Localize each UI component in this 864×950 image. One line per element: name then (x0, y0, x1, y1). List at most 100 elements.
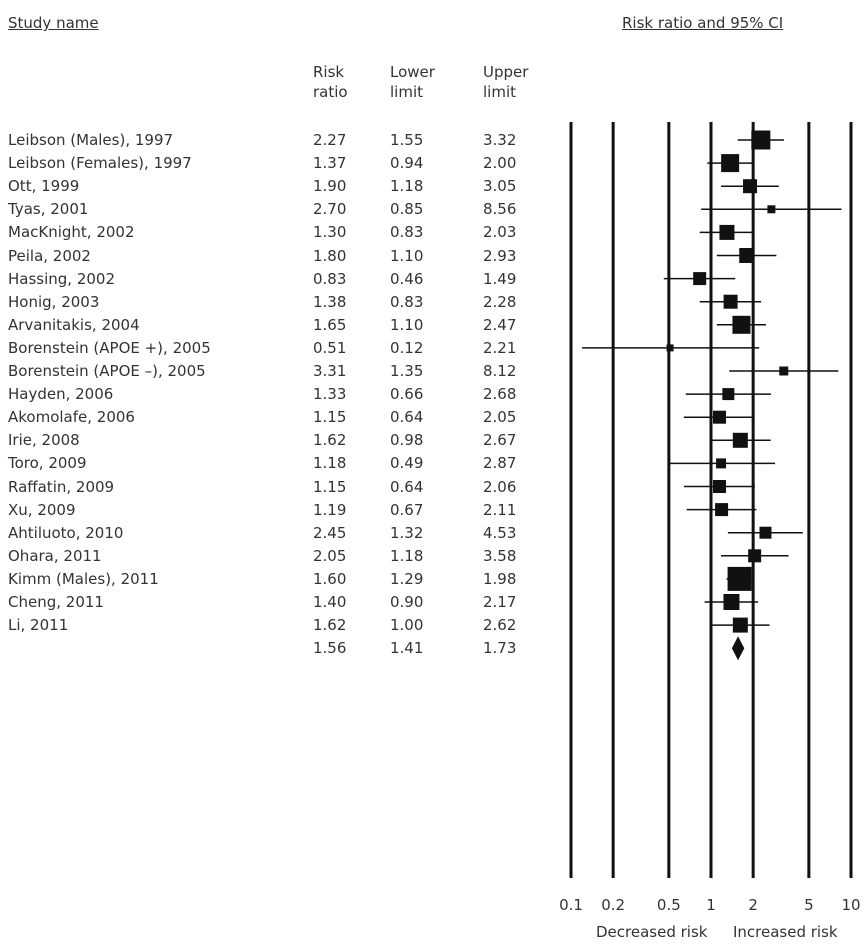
risk-ratio-1: 1.37 (313, 154, 347, 173)
x-tick-label-2: 0.5 (657, 896, 681, 914)
lower-limit-10: 1.35 (390, 362, 424, 380)
point-marker-2 (743, 179, 758, 194)
study-name-header: Study name (8, 14, 99, 32)
upper-limit-21: 2.62 (483, 616, 517, 635)
lower-limit-21: 1.00 (390, 616, 424, 635)
point-marker-12 (712, 410, 726, 424)
point-marker-6 (693, 272, 707, 286)
study-name-15: Raffatin, 2009 (8, 477, 115, 496)
risk-ratio-header-line2: ratio (313, 83, 348, 101)
study-name-13: Irie, 2008 (8, 431, 80, 450)
upper-limit-12: 2.05 (483, 408, 517, 427)
lower-limit-11: 0.66 (390, 385, 424, 404)
study-name-20: Cheng, 2011 (8, 593, 104, 611)
point-marker-0 (751, 130, 771, 150)
lower-limit-9: 0.12 (390, 338, 424, 357)
risk-ratio-10: 3.31 (313, 362, 347, 380)
point-marker-10 (779, 366, 789, 376)
summary-lower-limit: 1.41 (390, 639, 424, 658)
risk-ratio-4: 1.30 (313, 223, 347, 242)
point-marker-20 (723, 594, 740, 610)
lower-limit-4: 0.83 (390, 223, 424, 242)
point-marker-17 (759, 526, 772, 539)
study-name-19: Kimm (Males), 2011 (8, 569, 159, 588)
lower-limit-14: 0.49 (390, 454, 424, 473)
upper-limit-9: 2.21 (483, 338, 517, 357)
lower-limit-5: 1.10 (390, 246, 424, 265)
lower-limit-2: 1.18 (390, 177, 424, 196)
lower-limit-header: Lower limit (390, 62, 435, 102)
lower-limit-3: 0.85 (390, 200, 424, 219)
risk-ratio-20: 1.40 (313, 593, 347, 611)
lower-limit-6: 0.46 (390, 269, 424, 288)
risk-ratio-19: 1.60 (313, 569, 347, 588)
study-name-5: Peila, 2002 (8, 246, 91, 265)
study-name-17: Ahtiluoto, 2010 (8, 523, 124, 542)
risk-ratio-header: Risk ratio (313, 62, 348, 102)
study-name-21: Li, 2011 (8, 616, 69, 635)
x-tick-label-6: 10 (841, 896, 860, 914)
point-marker-11 (722, 388, 735, 401)
point-marker-3 (767, 205, 776, 214)
lower-limit-19: 1.29 (390, 569, 424, 588)
point-marker-13 (732, 432, 748, 448)
study-name-1: Leibson (Females), 1997 (8, 154, 192, 173)
point-marker-18 (748, 549, 762, 563)
x-tick-label-1: 0.2 (601, 896, 625, 914)
footer-increased-risk: Increased risk (733, 923, 838, 941)
upper-limit-7: 2.28 (483, 292, 517, 311)
upper-limit-10: 8.12 (483, 362, 517, 380)
summary-diamond (731, 636, 745, 661)
upper-limit-19: 1.98 (483, 569, 517, 588)
point-marker-7 (723, 294, 738, 309)
upper-limit-20: 2.17 (483, 593, 517, 611)
upper-limit-17: 4.53 (483, 523, 517, 542)
x-tick-label-0: 0.1 (559, 896, 583, 914)
lower-limit-16: 0.67 (390, 500, 424, 519)
point-marker-9 (666, 344, 674, 352)
study-name-0: Leibson (Males), 1997 (8, 131, 174, 149)
risk-ratio-14: 1.18 (313, 454, 347, 473)
risk-ratio-21: 1.62 (313, 616, 347, 635)
point-marker-1 (721, 154, 740, 173)
study-name-2: Ott, 1999 (8, 177, 80, 196)
upper-limit-11: 2.68 (483, 385, 517, 404)
plot-title: Risk ratio and 95% CI (622, 14, 784, 32)
point-marker-4 (719, 224, 735, 240)
upper-limit-8: 2.47 (483, 315, 517, 334)
upper-limit-5: 2.93 (483, 246, 517, 265)
x-tick-label-3: 1 (706, 896, 716, 914)
study-name-6: Hassing, 2002 (8, 269, 116, 288)
risk-ratio-13: 1.62 (313, 431, 347, 450)
upper-limit-header: Upper limit (483, 62, 528, 102)
lower-limit-15: 0.64 (390, 477, 424, 496)
point-marker-21 (732, 617, 748, 633)
risk-ratio-9: 0.51 (313, 338, 347, 357)
risk-ratio-15: 1.15 (313, 477, 347, 496)
study-name-3: Tyas, 2001 (8, 200, 89, 219)
lower-limit-0: 1.55 (390, 131, 424, 149)
lower-limit-20: 0.90 (390, 593, 424, 611)
study-name-10: Borenstein (APOE –), 2005 (8, 362, 206, 380)
lower-limit-7: 0.83 (390, 292, 424, 311)
x-tick-label-4: 2 (748, 896, 758, 914)
upper-limit-6: 1.49 (483, 269, 517, 288)
risk-ratio-header-line1: Risk (313, 63, 345, 81)
risk-ratio-18: 2.05 (313, 546, 347, 565)
upper-limit-18: 3.58 (483, 546, 517, 565)
point-marker-14 (716, 458, 727, 469)
risk-ratio-7: 1.38 (313, 292, 347, 311)
upper-limit-2: 3.05 (483, 177, 517, 196)
upper-limit-3: 8.56 (483, 200, 517, 219)
risk-ratio-16: 1.19 (313, 500, 347, 519)
risk-ratio-17: 2.45 (313, 523, 347, 542)
summary-risk-ratio: 1.56 (313, 639, 347, 658)
lower-limit-1: 0.94 (390, 154, 424, 173)
lower-limit-12: 0.64 (390, 408, 424, 427)
lower-limit-header-line2: limit (390, 83, 423, 101)
upper-limit-16: 2.11 (483, 500, 517, 519)
point-marker-19 (727, 566, 752, 591)
upper-limit-1: 2.00 (483, 154, 517, 173)
x-tick-label-5: 5 (804, 896, 814, 914)
